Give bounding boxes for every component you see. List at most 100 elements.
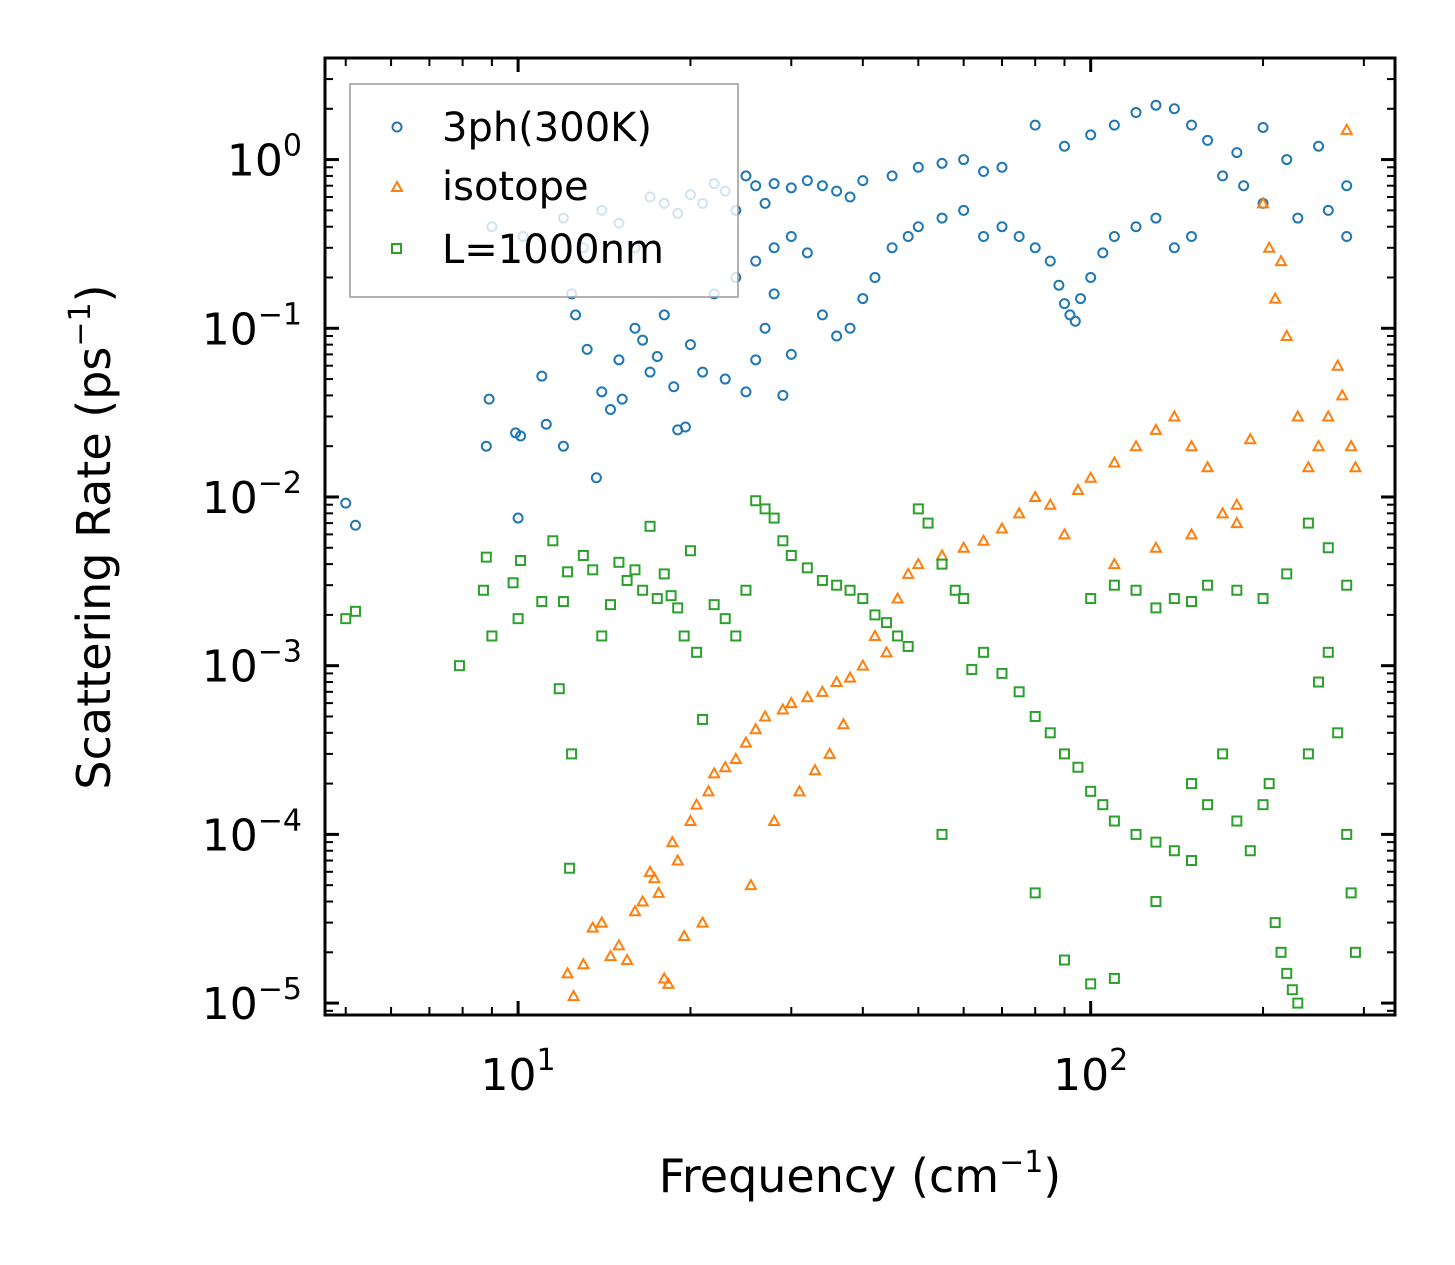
data-point [637,334,649,346]
data-point [1108,230,1120,242]
data-point [902,230,914,242]
data-point [453,660,465,672]
data-point [586,920,600,933]
data-point [651,351,663,363]
data-point [679,421,691,433]
data-point [672,602,684,614]
data-point [912,503,924,515]
data-point [1281,154,1293,166]
data-point [1231,584,1243,596]
data-point [1168,593,1180,605]
data-point [661,976,676,989]
data-point [581,343,593,355]
x-tick-label-exp: 2 [1109,1043,1128,1078]
data-point [612,938,626,951]
data-point [620,952,634,966]
data-point [689,797,704,810]
data-point [1200,460,1215,473]
plot-frame [323,56,1397,1017]
data-point [643,864,657,877]
data-point [1129,439,1143,452]
data-point [651,593,663,605]
data-point [1322,204,1334,216]
data-point [536,370,548,382]
data-point [1083,470,1098,483]
data-point [1345,887,1357,899]
x-tick-label: 101 [481,1043,556,1101]
data-point [815,684,830,697]
y-tick-label: 10−1 [202,297,302,355]
data-point [816,180,828,192]
data-point [1053,279,1065,291]
y-tick-label-base: 10 [202,304,258,355]
data-point [995,521,1009,534]
data-point [740,170,752,182]
data-point [512,613,524,625]
data-point [744,878,758,891]
data-point [759,197,771,209]
data-point [1291,409,1305,422]
y-axis-label-sup: −1 [63,302,98,346]
data-point [1321,409,1335,422]
data-point [1269,917,1281,929]
data-point [1029,119,1041,131]
data-point [785,182,797,194]
y-tick-label: 10−5 [202,972,302,1030]
data-point [750,255,762,267]
data-point [1149,422,1163,435]
data-point [577,549,589,561]
data-point [1043,497,1057,510]
data-point [911,557,926,570]
data-point [1349,946,1361,958]
data-point [1262,240,1276,253]
data-point [958,593,970,605]
data-point [695,915,710,928]
data-point [684,339,696,351]
data-point [1322,646,1334,658]
data-point [635,894,650,907]
y-axis-label: Scattering Rate (ps−1) [63,284,121,789]
data-point [1097,799,1109,811]
data-point [515,555,527,567]
data-point [936,157,948,169]
data-point [996,667,1008,679]
data-point [768,288,780,300]
data-point [996,221,1008,233]
data-point [340,497,352,509]
data-point [553,683,565,695]
data-point [1313,676,1325,688]
data-point [576,957,591,970]
data-point [480,551,492,563]
legend-marker-3ph [391,121,403,133]
y-tick-label-exp: −2 [258,466,302,501]
data-point [512,512,524,524]
data-point [1072,761,1084,773]
data-point [956,540,971,553]
data-point [678,630,690,642]
data-point [1268,291,1282,304]
data-point [570,309,582,321]
data-point [829,674,844,688]
data-point [658,568,670,580]
data-point [1341,230,1353,242]
data-point [759,503,771,515]
data-point [1186,855,1198,867]
data-point [978,230,990,242]
data-point [1186,230,1198,242]
data-point [843,670,857,683]
data-point [857,593,869,605]
data-point [486,630,498,642]
data-point [958,204,970,216]
data-point [1085,593,1097,605]
data-point [801,562,813,574]
data-point [1107,455,1122,468]
data-point [886,170,898,182]
data-point [740,584,752,596]
data-point [1085,785,1097,797]
data-point [613,354,625,366]
legend-label-l1000nm: L=1000nm [442,227,664,273]
data-point [768,512,780,524]
data-point [1344,439,1358,452]
data-point [1013,686,1025,698]
y-tick-label-base: 10 [202,979,258,1030]
